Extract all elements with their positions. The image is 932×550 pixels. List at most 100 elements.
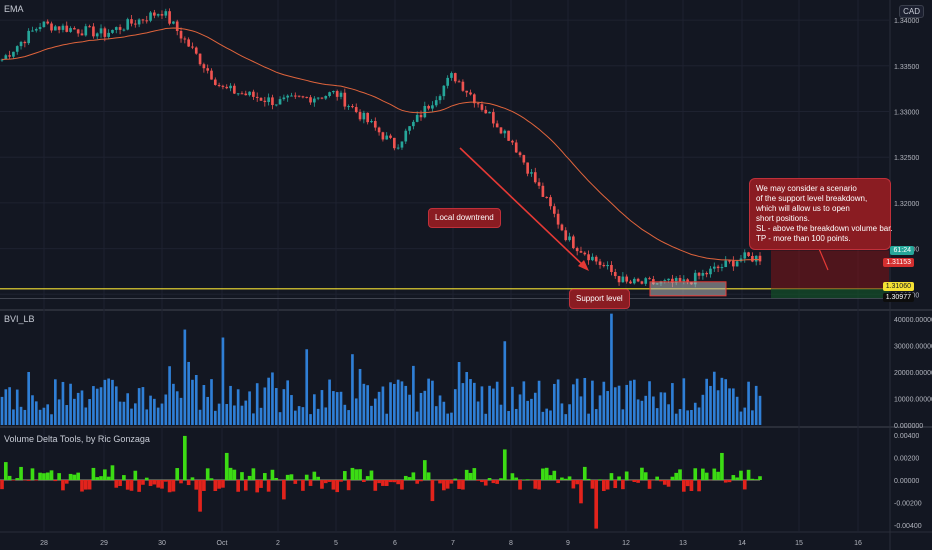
- volume-bar: [495, 381, 499, 425]
- volume-bar: [84, 407, 88, 425]
- volume-bar: [415, 411, 419, 425]
- delta-area-segment: [167, 480, 172, 493]
- note-line: We may consider a scenario: [756, 184, 857, 193]
- delta-area-segment: [282, 480, 286, 500]
- delta-area-segment: [160, 480, 164, 489]
- delta-area-segment: [80, 480, 84, 492]
- candle-body: [408, 126, 411, 131]
- candle-body: [526, 162, 529, 174]
- delta-area-segment: [53, 480, 58, 482]
- candle-body: [80, 33, 84, 36]
- candle-body: [31, 30, 34, 32]
- candle-body: [427, 105, 430, 109]
- volume-bar: [122, 401, 126, 425]
- candle-body: [484, 109, 488, 114]
- volume-bar: [541, 411, 545, 425]
- candle-body: [61, 25, 65, 30]
- delta-area-segment: [30, 468, 35, 480]
- delta-area-segment: [544, 467, 549, 480]
- delta-area-segment: [422, 460, 427, 480]
- candle-body: [19, 41, 23, 47]
- delta-area-segment: [586, 478, 591, 480]
- candle-body: [278, 99, 282, 105]
- candle-body: [514, 142, 518, 153]
- candle-body: [404, 130, 408, 142]
- delta-area-segment: [403, 475, 408, 480]
- volume-bar: [644, 395, 648, 425]
- candle-body: [572, 236, 575, 249]
- volume-bar: [343, 404, 347, 425]
- volume-bar: [705, 378, 708, 425]
- delta-area-segment: [202, 480, 206, 491]
- delta-area-segment: [563, 478, 568, 480]
- currency-badge[interactable]: CAD: [899, 5, 924, 18]
- delta-area-segment: [259, 480, 263, 488]
- candle-body: [396, 147, 400, 149]
- volume-bar: [716, 390, 720, 425]
- x-tick-label: 12: [622, 540, 630, 547]
- candle-body: [267, 97, 270, 103]
- volume-bar: [640, 400, 644, 425]
- delta-area-segment: [472, 468, 477, 480]
- delta-area-segment: [335, 480, 340, 493]
- delta-area-segment: [342, 471, 347, 480]
- volume-bar: [739, 411, 743, 425]
- candle-body: [587, 254, 590, 261]
- x-tick-label: 16: [854, 540, 862, 547]
- candle-body: [632, 278, 636, 284]
- candle-body: [613, 272, 617, 277]
- volume-bar: [54, 379, 57, 425]
- volume-bar: [712, 371, 716, 425]
- candle-body: [697, 272, 701, 276]
- candle-body: [754, 255, 758, 262]
- candle-body: [290, 95, 293, 97]
- candle-body: [442, 85, 446, 97]
- delta-area-segment: [301, 480, 305, 491]
- candle-body: [324, 96, 328, 99]
- candle-body: [54, 26, 57, 31]
- delta-area-segment: [285, 474, 290, 480]
- volume-bar: [552, 383, 556, 425]
- delta-area-segment: [163, 480, 168, 482]
- candle-body: [636, 278, 640, 282]
- volume-bar: [240, 405, 244, 425]
- delta-area-segment: [685, 480, 690, 487]
- volume-bar: [191, 379, 194, 425]
- delta-area-segment: [316, 476, 320, 480]
- delta-area-segment: [49, 470, 54, 480]
- volume-bar: [31, 395, 34, 425]
- candle-body: [594, 256, 598, 262]
- delta-area-segment: [83, 480, 88, 490]
- volume-bar: [137, 388, 141, 425]
- candle-body: [671, 278, 674, 283]
- delta-area-segment: [525, 479, 530, 480]
- volume-bar: [709, 385, 712, 425]
- delta-area-segment: [0, 480, 4, 490]
- vdt-y-tick-label: -0.00400: [894, 523, 922, 530]
- volume-bar: [290, 395, 293, 425]
- y-tick-label: 1.32000: [894, 201, 919, 208]
- delta-area-segment: [720, 452, 724, 480]
- candle-body: [274, 104, 278, 106]
- bvi-y-tick-label: 40000.000000: [894, 317, 932, 324]
- volume-bar: [419, 392, 423, 425]
- delta-area-segment: [613, 480, 618, 489]
- delta-area-segment: [358, 469, 362, 480]
- delta-area-segment: [304, 474, 309, 480]
- x-tick-label: 15: [795, 540, 803, 547]
- candle-body: [663, 280, 667, 282]
- volume-bar: [636, 399, 640, 425]
- candle-body: [583, 252, 587, 255]
- volume-bar: [80, 390, 84, 425]
- delta-area-segment: [510, 473, 515, 480]
- downtrend-callout: Local downtrend: [428, 208, 501, 228]
- candle-body: [236, 93, 240, 95]
- volume-bar: [179, 397, 183, 425]
- candle-body: [461, 81, 465, 91]
- delta-area-segment: [666, 480, 671, 487]
- candle-body: [693, 272, 697, 285]
- volume-bar: [107, 378, 110, 425]
- delta-area-segment: [712, 468, 717, 480]
- delta-area-segment: [556, 480, 560, 484]
- delta-area-segment: [327, 480, 332, 482]
